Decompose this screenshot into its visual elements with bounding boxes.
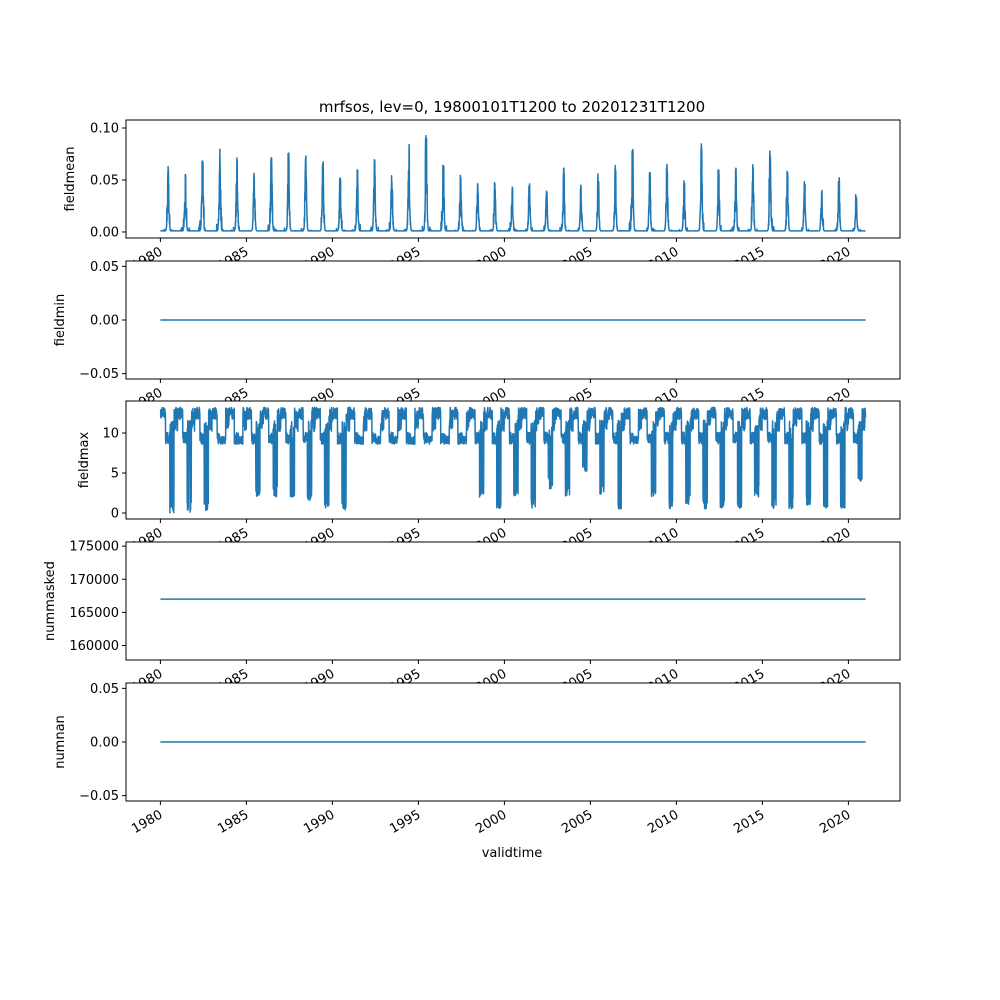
x-tick-label: 1980 xyxy=(129,807,165,837)
x-axis-label: validtime xyxy=(482,846,543,861)
y-axis-label: fieldmax xyxy=(77,432,92,489)
y-tick-label: 0 xyxy=(111,507,119,522)
x-tick-label: 2015 xyxy=(731,807,767,837)
x-tick-label: 1990 xyxy=(301,807,337,837)
x-tick-label: 2000 xyxy=(473,807,509,837)
y-tick-label: 0.10 xyxy=(90,122,119,137)
x-tick-label: 2020 xyxy=(817,807,853,837)
chart-title: mrfsos, lev=0, 19800101T1200 to 20201231… xyxy=(319,98,705,116)
y-axis-label: numnan xyxy=(53,715,68,769)
y-tick-label: 0.00 xyxy=(90,225,119,240)
y-tick-label: 5 xyxy=(111,467,119,482)
y-tick-label: 0.05 xyxy=(90,173,119,188)
y-tick-label: 0.05 xyxy=(90,682,119,697)
y-axis-label: fieldmin xyxy=(53,294,68,347)
series-line-fieldmean xyxy=(159,134,867,232)
x-tick-label: 2010 xyxy=(645,807,681,837)
axes-background xyxy=(126,542,900,660)
axes-frame xyxy=(125,119,901,239)
y-tick-label: −0.05 xyxy=(79,789,119,804)
y-tick-label: −0.05 xyxy=(79,367,119,382)
y-tick-label: 0.00 xyxy=(90,736,119,751)
x-tick-label: 1985 xyxy=(215,807,251,837)
y-axis-label: nummasked xyxy=(43,561,58,641)
y-tick-label: 0.00 xyxy=(90,314,119,329)
axes-background xyxy=(126,401,900,519)
y-axis-label: fieldmean xyxy=(63,147,78,212)
panel-numnan: −0.05 0.00 0.05 numnan 1980 1985 1990 1995 2000 2… xyxy=(53,682,901,837)
y-tick-label: 165000 xyxy=(69,606,119,621)
y-tick-label: 160000 xyxy=(69,639,119,654)
x-tick-label: 2005 xyxy=(559,807,595,837)
series-line-fieldmax xyxy=(159,406,867,514)
y-tick-label: 175000 xyxy=(69,540,119,555)
x-tick-label: 1995 xyxy=(387,807,423,837)
y-tick-label: 0.05 xyxy=(90,260,119,275)
axes-frame xyxy=(125,400,901,520)
y-tick-label: 10 xyxy=(102,427,119,442)
axes-frame xyxy=(125,541,901,661)
y-tick-label: 170000 xyxy=(69,573,119,588)
